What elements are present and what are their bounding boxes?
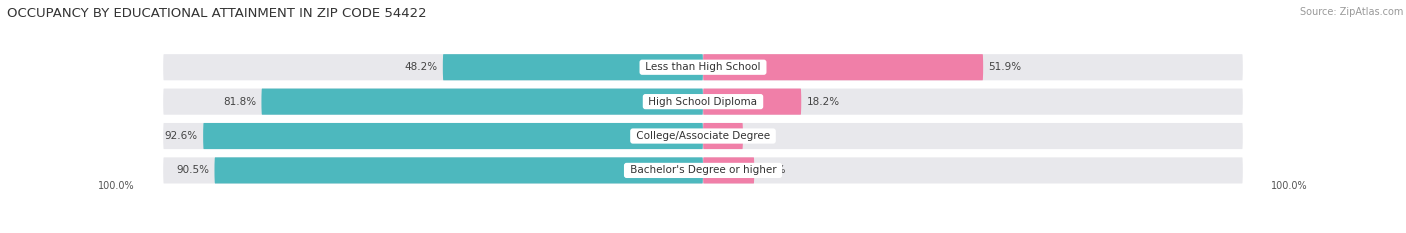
Text: 18.2%: 18.2%	[807, 97, 839, 107]
FancyBboxPatch shape	[163, 123, 1243, 149]
Text: 100.0%: 100.0%	[1271, 181, 1308, 191]
Text: 92.6%: 92.6%	[165, 131, 198, 141]
FancyBboxPatch shape	[163, 89, 1243, 115]
Text: 48.2%: 48.2%	[405, 62, 437, 72]
Text: 51.9%: 51.9%	[988, 62, 1022, 72]
Text: High School Diploma: High School Diploma	[645, 97, 761, 107]
Text: 100.0%: 100.0%	[98, 181, 135, 191]
FancyBboxPatch shape	[703, 157, 754, 184]
FancyBboxPatch shape	[443, 54, 703, 80]
FancyBboxPatch shape	[262, 89, 703, 115]
FancyBboxPatch shape	[703, 123, 742, 149]
Text: 90.5%: 90.5%	[176, 165, 209, 175]
Text: College/Associate Degree: College/Associate Degree	[633, 131, 773, 141]
Text: 81.8%: 81.8%	[224, 97, 256, 107]
FancyBboxPatch shape	[163, 157, 1243, 184]
FancyBboxPatch shape	[703, 54, 983, 80]
Text: Bachelor's Degree or higher: Bachelor's Degree or higher	[627, 165, 779, 175]
Text: 7.4%: 7.4%	[748, 131, 775, 141]
FancyBboxPatch shape	[163, 54, 1243, 80]
FancyBboxPatch shape	[703, 89, 801, 115]
Text: 9.5%: 9.5%	[759, 165, 786, 175]
FancyBboxPatch shape	[215, 157, 703, 184]
Text: OCCUPANCY BY EDUCATIONAL ATTAINMENT IN ZIP CODE 54422: OCCUPANCY BY EDUCATIONAL ATTAINMENT IN Z…	[7, 7, 426, 20]
Text: Source: ZipAtlas.com: Source: ZipAtlas.com	[1299, 7, 1403, 17]
Text: Less than High School: Less than High School	[643, 62, 763, 72]
FancyBboxPatch shape	[202, 123, 703, 149]
